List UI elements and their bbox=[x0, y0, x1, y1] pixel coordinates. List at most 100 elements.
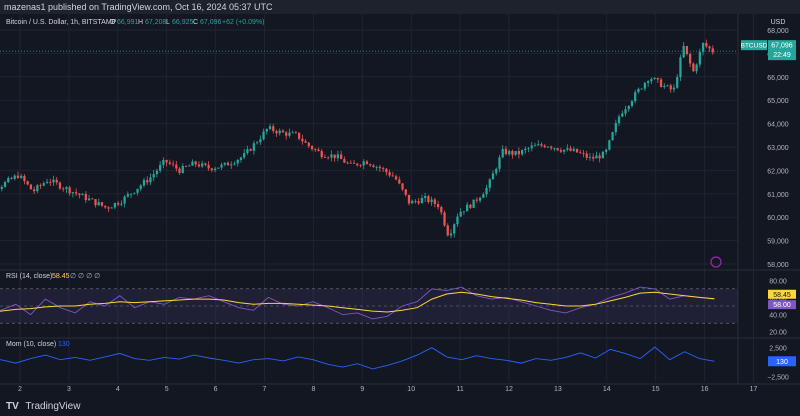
candle-body bbox=[372, 165, 375, 168]
candle-body bbox=[407, 194, 411, 204]
candle-body bbox=[84, 194, 87, 201]
candle-body bbox=[129, 193, 133, 195]
candle-body bbox=[252, 143, 256, 151]
candle-body bbox=[398, 179, 401, 184]
candle-body bbox=[388, 172, 391, 176]
time-tick-label: 9 bbox=[360, 386, 364, 393]
footer: TV TradingView bbox=[0, 398, 800, 416]
candle-body bbox=[550, 146, 553, 149]
candle-body bbox=[575, 148, 579, 153]
candle-body bbox=[462, 211, 466, 213]
time-tick-label: 12 bbox=[505, 386, 513, 393]
candle-body bbox=[537, 144, 540, 146]
candle-body bbox=[411, 200, 414, 204]
candle-body bbox=[243, 153, 246, 158]
candle-body bbox=[469, 204, 472, 208]
price-tick-label: 62,000 bbox=[767, 168, 789, 175]
candle-body bbox=[436, 204, 440, 208]
candle-body bbox=[317, 149, 320, 152]
candle-body bbox=[146, 180, 149, 183]
ohlc-high-value: 67,208 bbox=[145, 19, 167, 26]
candle-body bbox=[643, 82, 647, 89]
candle-body bbox=[168, 162, 171, 164]
candle-body bbox=[617, 116, 621, 124]
mom-line bbox=[0, 346, 715, 370]
candle-body bbox=[692, 63, 695, 72]
candle-body bbox=[294, 132, 298, 134]
ohlc-change-value: +62 (+0.09%) bbox=[222, 19, 264, 26]
rsi-tick-label: 20.00 bbox=[769, 330, 787, 337]
candle-body bbox=[378, 166, 382, 169]
candle-body bbox=[117, 203, 120, 205]
candle-body bbox=[268, 126, 272, 129]
trading-chart[interactable]: 68,00067,00066,00065,00064,00063,00062,0… bbox=[0, 14, 800, 398]
candle-body bbox=[149, 177, 152, 183]
candle-body bbox=[698, 51, 701, 65]
candle-body bbox=[689, 54, 692, 64]
candle-body bbox=[255, 142, 259, 144]
candle-body bbox=[13, 175, 16, 179]
candle-body bbox=[7, 178, 10, 183]
candle-body bbox=[420, 198, 424, 204]
candle-body bbox=[239, 157, 243, 160]
candle-body bbox=[533, 145, 537, 147]
candle-body bbox=[466, 204, 469, 212]
candle-body bbox=[107, 207, 110, 209]
candle-body bbox=[87, 198, 91, 201]
candle-body bbox=[553, 148, 556, 149]
symbol-tag-box bbox=[741, 40, 767, 51]
candle-body bbox=[220, 164, 223, 168]
candle-body bbox=[630, 101, 634, 106]
candle-body bbox=[656, 77, 659, 80]
candle-body bbox=[569, 148, 572, 151]
candle-body bbox=[582, 152, 585, 154]
candle-body bbox=[165, 159, 168, 163]
candle-body bbox=[262, 131, 265, 140]
candle-body bbox=[223, 162, 226, 165]
candle-body bbox=[443, 212, 446, 226]
mom-tick-label: −2,500 bbox=[767, 374, 789, 381]
candle-body bbox=[310, 146, 314, 150]
candle-body bbox=[414, 200, 417, 202]
price-axis-background bbox=[738, 14, 800, 398]
rsi-title: RSI (14, close) bbox=[6, 273, 52, 280]
candle-body bbox=[695, 64, 698, 72]
candle-body bbox=[482, 194, 485, 198]
candle-body bbox=[74, 192, 78, 194]
rsi-tick-label: 40.00 bbox=[769, 313, 787, 320]
candle-body bbox=[91, 198, 94, 200]
candle-body bbox=[424, 196, 427, 199]
candle-body bbox=[320, 151, 323, 158]
candle-body bbox=[175, 164, 178, 169]
candle-body bbox=[369, 164, 372, 166]
candle-body bbox=[39, 185, 42, 187]
candle-body bbox=[20, 175, 23, 178]
candle-body bbox=[572, 148, 575, 151]
candle-body bbox=[249, 149, 252, 151]
price-tick-label: 60,000 bbox=[767, 215, 789, 222]
candle-body bbox=[530, 145, 533, 149]
candle-body bbox=[459, 211, 462, 217]
candle-body bbox=[356, 163, 359, 166]
candle-body bbox=[0, 186, 3, 189]
candle-body bbox=[307, 142, 310, 147]
candle-body bbox=[10, 178, 13, 179]
candle-body bbox=[207, 164, 210, 169]
candle-body bbox=[100, 202, 104, 206]
ohlc-close-label: C bbox=[193, 19, 198, 26]
candle-body bbox=[404, 189, 407, 195]
candle-body bbox=[71, 192, 75, 194]
candle-body bbox=[614, 123, 617, 133]
candle-body bbox=[191, 161, 194, 166]
price-chart-title: Bitcoin / U.S. Dollar, 1h, BITSTAMP bbox=[6, 19, 117, 26]
candle-body bbox=[566, 148, 569, 150]
candle-body bbox=[184, 165, 188, 167]
candle-body bbox=[365, 161, 369, 165]
rsi-tick-label: 80.00 bbox=[769, 278, 787, 285]
candle-body bbox=[456, 216, 459, 225]
candle-body bbox=[440, 207, 443, 213]
candle-body bbox=[291, 132, 294, 134]
candle-body bbox=[142, 180, 146, 186]
candle-body bbox=[385, 168, 388, 173]
candle-body bbox=[171, 163, 175, 165]
